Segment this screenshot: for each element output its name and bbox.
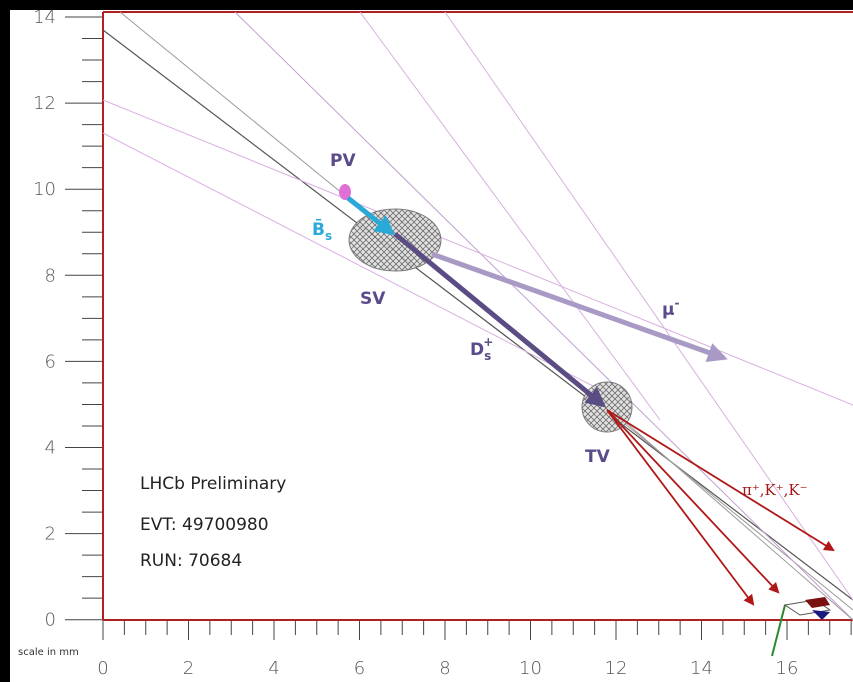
y-tick-label: 2 <box>45 524 56 545</box>
ds-main: D <box>470 340 484 360</box>
y-tick-label: 0 <box>45 610 56 631</box>
x-tick-label: 16 <box>776 658 799 679</box>
x-tick-label: 14 <box>690 658 713 679</box>
info-line: EVT: 49700980 <box>140 515 269 535</box>
y-tick-label: 14 <box>33 7 56 28</box>
ds-sup: + <box>483 335 493 349</box>
ds-sub: s <box>484 349 491 363</box>
pv-label: PV <box>330 151 356 171</box>
tertiary-vertex <box>582 382 632 432</box>
x-tick-label: 2 <box>183 658 194 679</box>
hadrons-label: π⁺,K⁺,K⁻ <box>742 481 808 499</box>
y-tick-label: 8 <box>45 265 56 286</box>
muon-sup: - <box>675 296 680 310</box>
b-label-main: B̄ <box>312 218 325 240</box>
event-display: 141210864200246810121416 PV B̄s SV μ- Ds… <box>0 0 853 682</box>
y-tick-label: 4 <box>45 438 56 459</box>
x-tick-label: 0 <box>97 658 108 679</box>
x-tick-label: 12 <box>605 658 628 679</box>
info-line: RUN: 70684 <box>140 551 242 571</box>
ds-label: Ds+ <box>470 335 493 363</box>
sv-label: SV <box>360 289 386 309</box>
y-tick-label: 6 <box>45 351 56 372</box>
panel <box>10 10 853 682</box>
info-line: LHCb Preliminary <box>140 474 286 494</box>
b-label-sub: s <box>325 229 332 243</box>
tv-label: TV <box>585 447 611 467</box>
y-tick-label: 12 <box>33 93 56 114</box>
page: {"axes": {"y_ticks": ["14", "12", "10", … <box>0 0 853 682</box>
x-tick-label: 8 <box>439 658 450 679</box>
x-tick-label: 6 <box>354 658 365 679</box>
scale-label: scale in mm <box>18 647 79 658</box>
x-tick-label: 10 <box>519 658 542 679</box>
y-tick-label: 10 <box>33 179 56 200</box>
x-tick-label: 4 <box>268 658 279 679</box>
muon-main: μ <box>662 300 675 320</box>
